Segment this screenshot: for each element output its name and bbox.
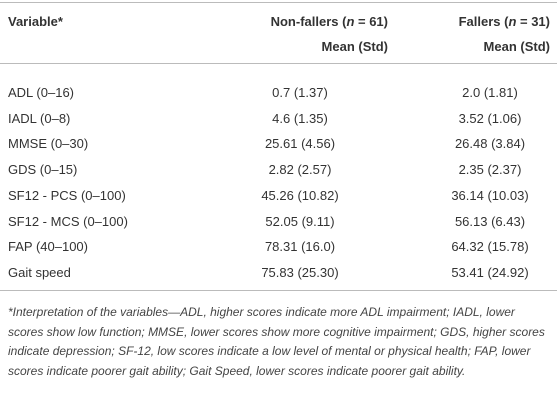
header-subtitle: Mean (Std) — [321, 39, 388, 54]
cell: 4.6 (1.35) — [272, 110, 328, 126]
cell: 2.82 (2.57) — [268, 162, 332, 178]
row-label: MMSE (0–30) — [8, 136, 89, 152]
header-cell: Variable* — [8, 14, 63, 29]
header-part: Fallers ( — [458, 14, 509, 29]
header-part: Non-fallers ( — [270, 14, 347, 29]
row-label: FAP (40–100) — [8, 239, 88, 255]
rule — [0, 2, 557, 3]
row-label: IADL (0–8) — [8, 110, 71, 126]
header-cell: Non-fallers (n = 61) — [271, 14, 388, 30]
cell: 75.83 (25.30) — [261, 264, 339, 280]
row-label: SF12 - PCS (0–100) — [8, 187, 126, 203]
cell: 26.48 (3.84) — [454, 136, 526, 152]
header-part: = 61) — [354, 14, 388, 29]
header-part: n — [508, 14, 517, 29]
cell: 36.14 (10.03) — [451, 187, 529, 203]
cell: 45.26 (10.82) — [261, 187, 339, 203]
cell: 0.7 (1.37) — [272, 85, 328, 100]
cell: 78.31 (16.0) — [264, 239, 336, 255]
header-part: n — [346, 14, 355, 29]
header-subtitle: Mean (Std) — [483, 39, 550, 54]
footnote: *Interpretation of the variables—ADL, hi… — [8, 305, 545, 378]
cell: 3.52 (1.06) — [458, 110, 522, 126]
cell: 52.05 (9.11) — [265, 213, 335, 229]
cell: 56.13 (6.43) — [454, 213, 526, 229]
cell: 64.32 (15.78) — [451, 239, 529, 255]
header-cell: Fallers (n = 31) — [459, 14, 550, 30]
cell: 25.61 (4.56) — [264, 136, 336, 152]
row-label: GDS (0–15) — [8, 162, 78, 178]
rule — [0, 63, 557, 64]
cell: 53.41 (24.92) — [451, 264, 529, 280]
cell: 2.35 (2.37) — [458, 162, 522, 178]
cell: 2.0 (1.81) — [462, 85, 518, 100]
row-label: ADL (0–16) — [8, 85, 74, 100]
row-label: Gait speed — [8, 264, 71, 280]
header-part: = 31) — [516, 14, 550, 29]
row-label: SF12 - MCS (0–100) — [8, 213, 128, 229]
rule — [0, 290, 557, 291]
